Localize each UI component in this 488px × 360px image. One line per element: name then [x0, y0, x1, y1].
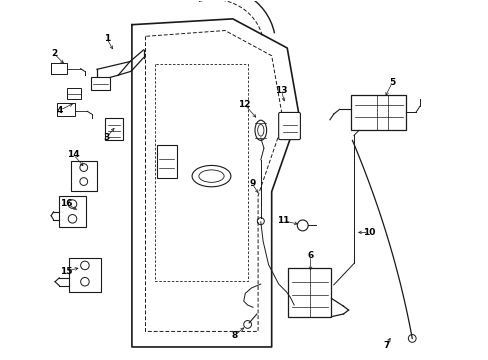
- FancyBboxPatch shape: [66, 88, 81, 99]
- FancyBboxPatch shape: [350, 95, 405, 130]
- Text: 8: 8: [231, 331, 238, 340]
- Text: 6: 6: [307, 251, 313, 260]
- FancyBboxPatch shape: [69, 258, 101, 292]
- Text: 16: 16: [60, 199, 72, 208]
- Ellipse shape: [192, 166, 230, 187]
- FancyBboxPatch shape: [157, 145, 176, 178]
- Text: 15: 15: [60, 267, 72, 276]
- Text: 7: 7: [382, 341, 388, 350]
- Text: 2: 2: [51, 49, 57, 58]
- FancyBboxPatch shape: [105, 118, 122, 140]
- FancyBboxPatch shape: [59, 196, 86, 228]
- Text: 10: 10: [362, 228, 374, 237]
- Text: 4: 4: [57, 105, 63, 114]
- Text: 1: 1: [103, 34, 110, 43]
- FancyBboxPatch shape: [278, 112, 300, 140]
- Ellipse shape: [199, 170, 224, 182]
- FancyBboxPatch shape: [91, 77, 109, 90]
- Ellipse shape: [257, 125, 264, 136]
- Text: 5: 5: [388, 78, 394, 87]
- Text: 13: 13: [275, 86, 287, 95]
- Text: 14: 14: [67, 150, 80, 159]
- Text: 12: 12: [238, 100, 250, 109]
- Ellipse shape: [254, 120, 266, 140]
- FancyBboxPatch shape: [70, 161, 97, 191]
- Text: 9: 9: [248, 179, 255, 188]
- FancyBboxPatch shape: [51, 63, 67, 75]
- FancyBboxPatch shape: [57, 103, 75, 116]
- Text: 11: 11: [277, 216, 289, 225]
- Text: 3: 3: [103, 133, 110, 142]
- FancyBboxPatch shape: [287, 268, 331, 317]
